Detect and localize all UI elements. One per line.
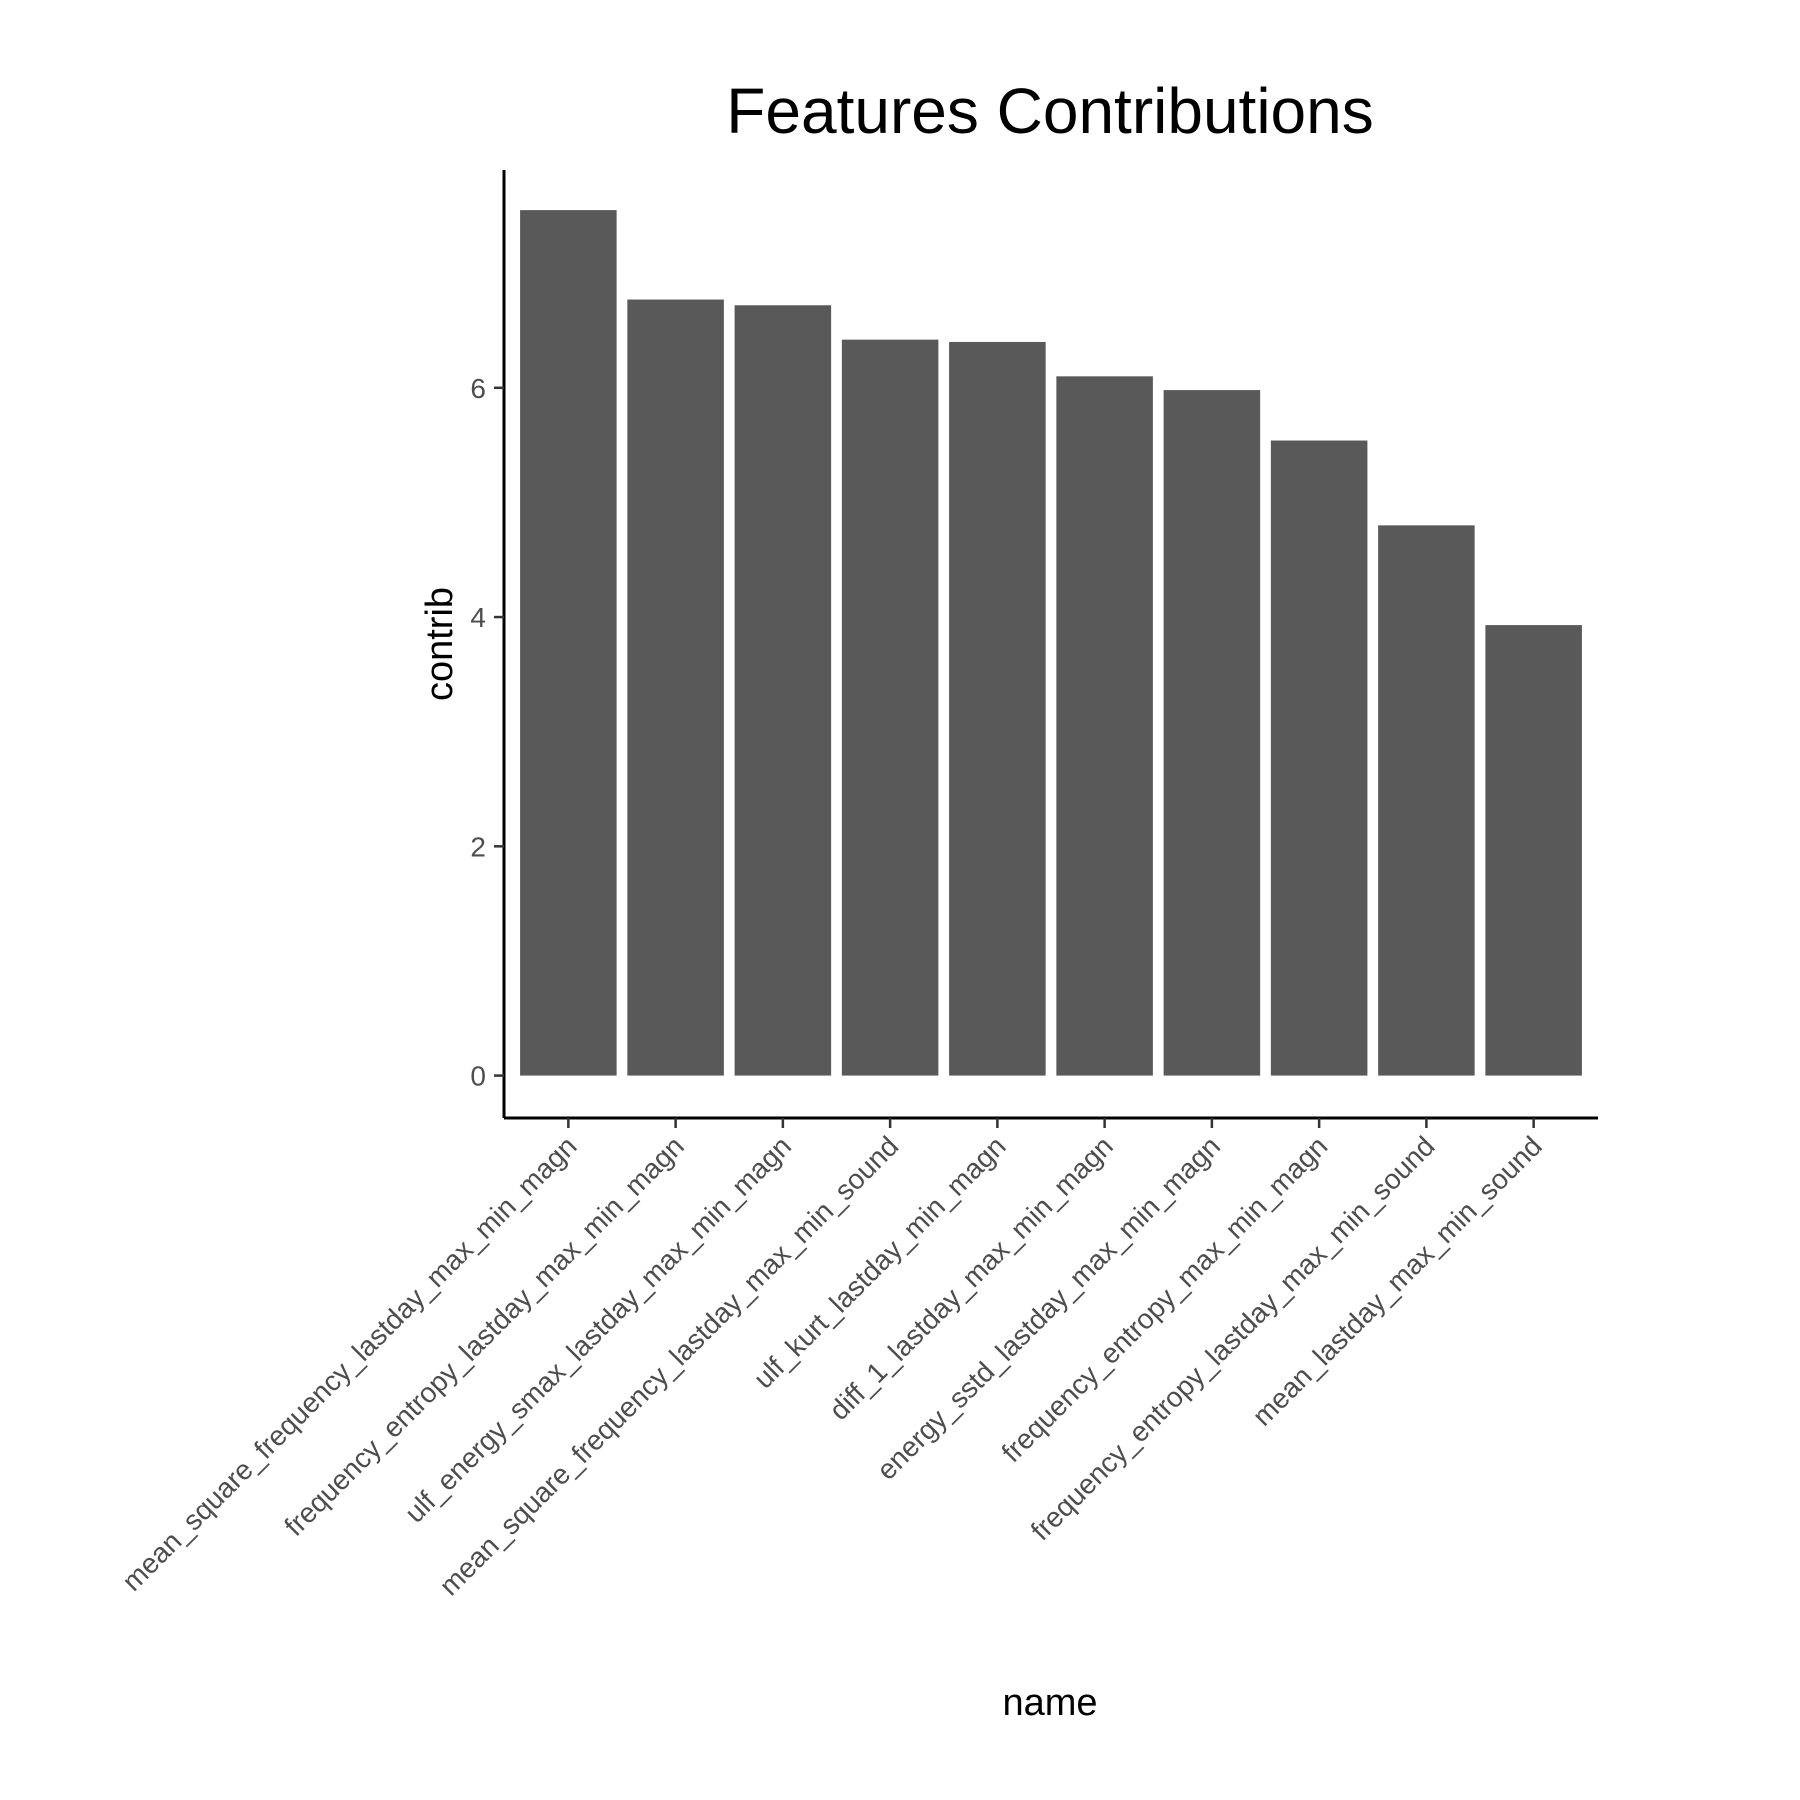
bar-4 xyxy=(841,339,939,1076)
y-axis: 0 2 4 6 xyxy=(470,170,506,1118)
bars-group xyxy=(520,210,1582,1076)
x-tick-label: frequency_entropy_lastday_max_min_sound xyxy=(1025,1130,1441,1546)
bar-9 xyxy=(1378,525,1475,1076)
bar-1 xyxy=(520,210,617,1076)
bar-5 xyxy=(949,341,1046,1076)
bar-7 xyxy=(1163,390,1261,1076)
chart-title: Features Contributions xyxy=(726,75,1373,147)
bar-6 xyxy=(1056,376,1153,1076)
y-tick-label: 2 xyxy=(470,831,486,862)
y-tick-label: 6 xyxy=(470,373,486,404)
y-axis-title: contrib xyxy=(419,587,461,701)
y-tick-label: 0 xyxy=(470,1061,486,1092)
x-axis: mean_square_frequency_lastday_max_min_ma… xyxy=(116,1116,1598,1601)
y-tick-label: 4 xyxy=(470,602,486,633)
bar-3 xyxy=(734,305,832,1076)
bar-8 xyxy=(1270,440,1368,1076)
x-tick-label: ulf_energy_smax_lastday_max_min_magn xyxy=(399,1130,797,1528)
x-tick-label: frequency_entropy_lastday_max_min_magn xyxy=(278,1130,690,1542)
x-axis-title: name xyxy=(1002,1682,1097,1724)
bar-2 xyxy=(627,299,724,1076)
bar-10 xyxy=(1485,625,1582,1076)
